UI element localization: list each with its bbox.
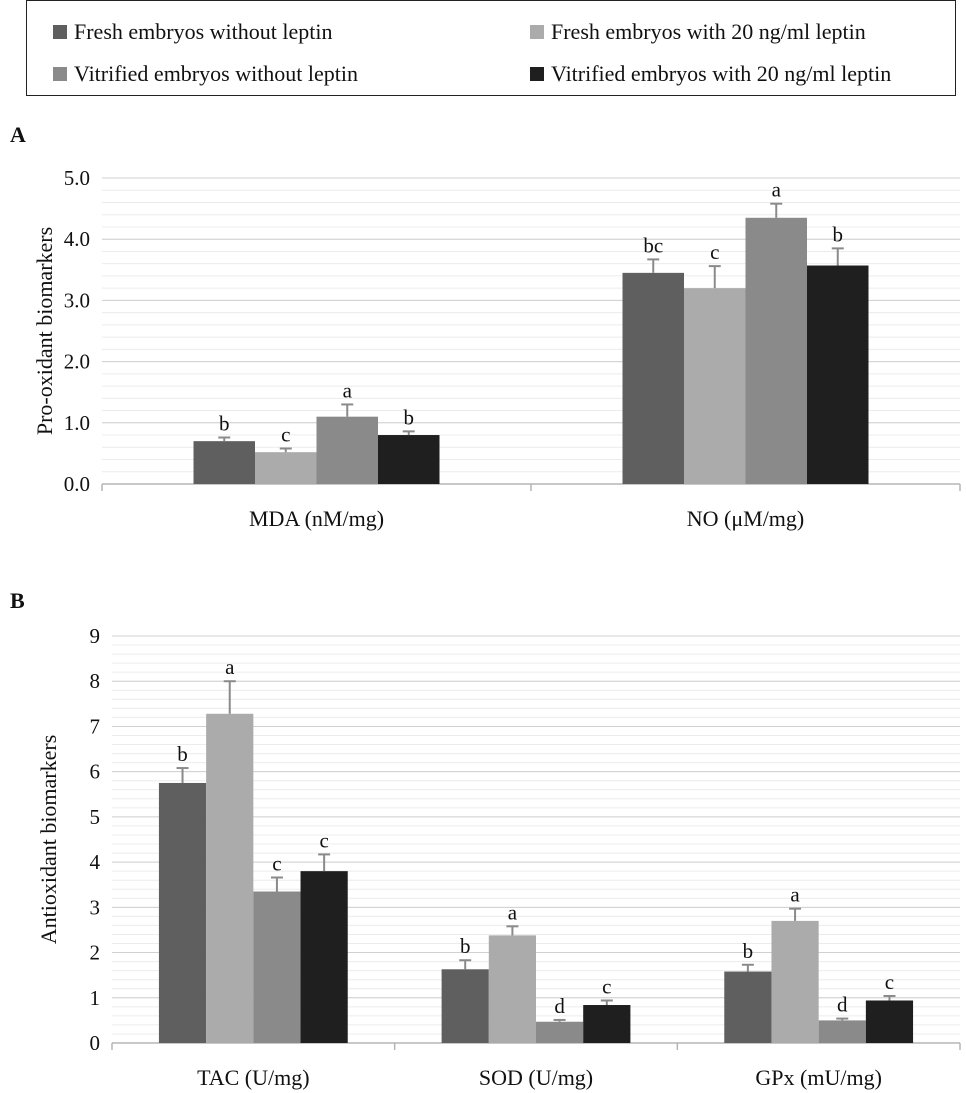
y-axis-label: Antioxidant biomarkers (36, 735, 61, 945)
y-tick-label: 0.0 (64, 472, 90, 496)
significance-label: b (404, 405, 415, 429)
legend-swatch (530, 25, 544, 39)
y-tick-label: 4 (90, 850, 101, 874)
chart-legend: Fresh embryos without leptin Fresh embry… (26, 0, 956, 96)
significance-label: b (743, 939, 754, 963)
legend-label: Vitrified embryos without leptin (74, 61, 359, 86)
y-tick-label: 2.0 (64, 350, 90, 374)
panel-label-b: B (10, 588, 25, 613)
legend-item-fresh-no-leptin: Fresh embryos without leptin (53, 19, 332, 45)
significance-label: a (772, 178, 782, 202)
bar (771, 920, 819, 1043)
legend-item-vitrified-leptin: Vitrified embryos with 20 ng/ml leptin (530, 61, 891, 87)
bar (622, 272, 684, 484)
panel-label-a: A (10, 122, 26, 147)
y-tick-label: 3 (90, 895, 101, 919)
category-label: TAC (U/mg) (197, 1065, 310, 1090)
category-label: MDA (nM/mg) (249, 506, 384, 531)
y-tick-label: 4.0 (64, 227, 90, 251)
y-axis-label: Pro-oxidant biomarkers (32, 227, 57, 435)
legend-label: Fresh embryos with 20 ng/ml leptin (551, 19, 866, 44)
y-tick-label: 6 (90, 760, 101, 784)
bar (724, 971, 772, 1043)
bar (255, 452, 317, 484)
significance-label: a (225, 655, 235, 679)
significance-label: b (833, 222, 844, 246)
bar (865, 1000, 914, 1043)
significance-label: a (343, 378, 353, 402)
significance-label: c (710, 240, 719, 264)
significance-label: c (272, 851, 281, 875)
bar (378, 435, 440, 484)
bar (158, 782, 207, 1043)
bar (684, 288, 746, 484)
y-tick-label: 1.0 (64, 411, 90, 435)
y-tick-label: 5.0 (64, 166, 90, 190)
significance-label: b (460, 934, 471, 958)
bar (316, 416, 378, 484)
bar (745, 217, 807, 484)
bar (488, 935, 536, 1043)
legend-item-vitrified-no-leptin: Vitrified embryos without leptin (53, 61, 358, 87)
y-tick-label: 7 (90, 714, 101, 738)
significance-label: d (554, 994, 565, 1018)
y-tick-label: 2 (90, 941, 101, 965)
bar (193, 441, 255, 484)
significance-label: b (219, 411, 230, 435)
y-tick-label: 8 (90, 669, 101, 693)
significance-label: c (885, 970, 894, 994)
bar (441, 969, 489, 1043)
category-label: GPx (mU/mg) (755, 1065, 882, 1090)
chart-pro-oxidant: 0.0 1.0 2.0 3.0 4.0 5.0 Pro-oxidant biomarkers… (32, 166, 961, 531)
significance-label: a (508, 900, 518, 924)
legend-label: Vitrified embryos with 20 ng/ml leptin (551, 61, 892, 86)
category-label: SOD (U/mg) (479, 1065, 593, 1090)
legend-swatch (53, 67, 67, 81)
bar (583, 1005, 631, 1043)
legend-swatch (53, 25, 67, 39)
y-tick-label: 5 (90, 805, 101, 829)
significance-label: d (837, 993, 848, 1017)
bar (253, 891, 301, 1043)
bar (818, 1020, 866, 1043)
category-label: NO (μM/mg) (687, 506, 805, 531)
y-tick-label: 3.0 (64, 288, 90, 312)
bar (536, 1021, 584, 1043)
legend-item-fresh-leptin: Fresh embryos with 20 ng/ml leptin (530, 19, 866, 45)
significance-label: c (319, 828, 328, 852)
significance-label: b (177, 742, 188, 766)
bar (300, 871, 348, 1043)
legend-label: Fresh embryos without leptin (74, 19, 333, 44)
significance-label: bc (643, 233, 663, 257)
significance-label: c (602, 974, 611, 998)
y-tick-label: 9 (90, 624, 101, 648)
y-tick-label: 1 (90, 986, 101, 1010)
legend-swatch (530, 67, 544, 81)
significance-label: c (281, 423, 290, 447)
bar (206, 713, 254, 1043)
y-tick-label: 0 (90, 1031, 101, 1055)
bar (807, 265, 869, 484)
significance-label: a (790, 883, 800, 907)
